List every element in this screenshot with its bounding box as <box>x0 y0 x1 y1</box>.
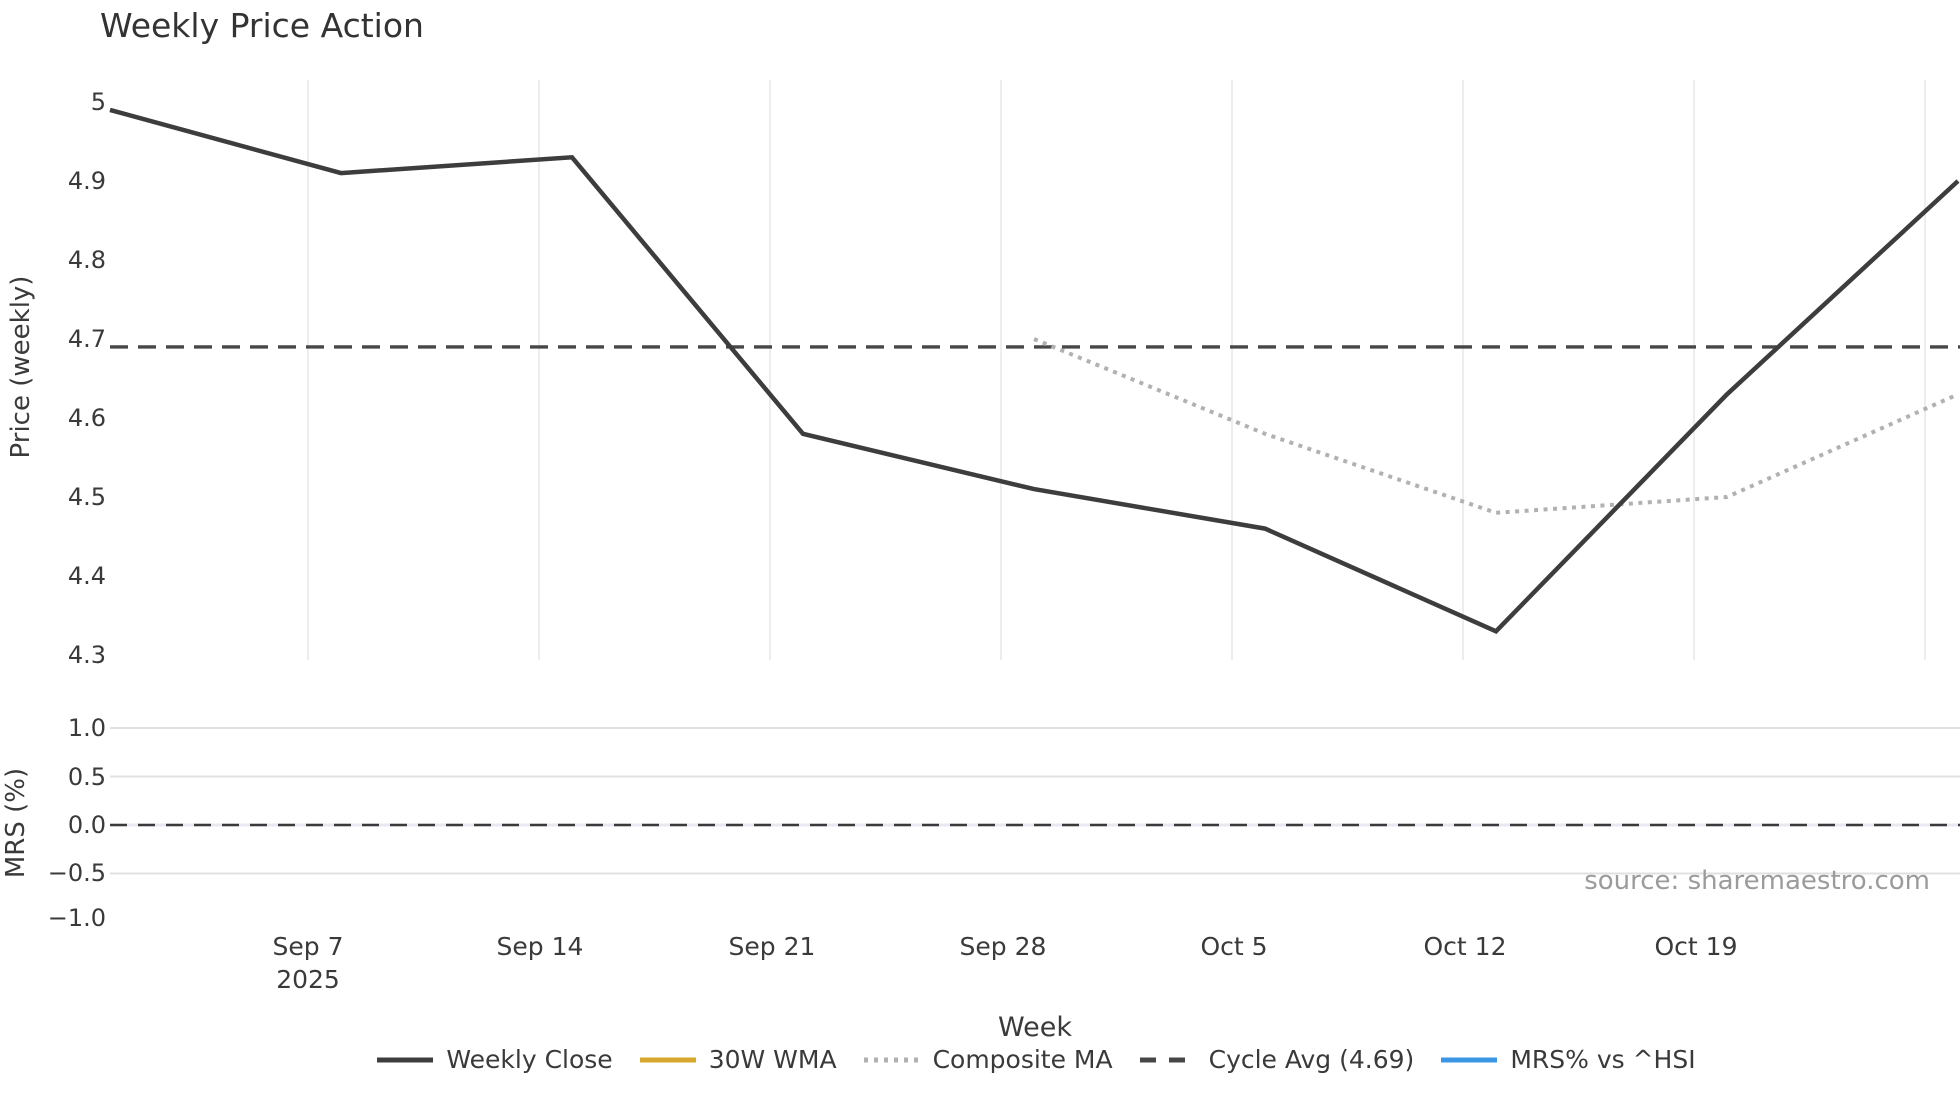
xtick-oct19: Oct 19 <box>1654 932 1738 961</box>
wma-line-icon <box>639 1057 696 1062</box>
price-ytick: 4.9 <box>67 167 106 195</box>
price-ytick: 4.6 <box>67 404 106 432</box>
chart-legend: Weekly Close 30W WMA Composite MA Cycle … <box>112 1045 1960 1074</box>
price-ytick: 4.7 <box>67 325 106 353</box>
mrs-ytick: 0.5 <box>67 763 106 791</box>
legend-item-weekly-close: Weekly Close <box>376 1045 613 1074</box>
xtick-oct12: Oct 12 <box>1423 932 1507 961</box>
cycle-avg-line-icon <box>1139 1057 1196 1062</box>
legend-label: Composite MA <box>932 1045 1113 1074</box>
chart-title: Weekly Price Action <box>100 6 424 45</box>
xtick-sep21: Sep 21 <box>728 932 816 961</box>
legend-item-mrs: MRS% vs ^HSI <box>1440 1045 1696 1074</box>
price-ytick: 4.5 <box>67 483 106 511</box>
source-note: source: sharemaestro.com <box>1584 866 1930 896</box>
legend-item-cycle-avg: Cycle Avg (4.69) <box>1139 1045 1415 1074</box>
price-ytick: 5 <box>90 88 106 116</box>
mrs-ytick: −0.5 <box>47 859 106 887</box>
weekly-close-line <box>109 107 1960 634</box>
legend-label: MRS% vs ^HSI <box>1510 1045 1696 1074</box>
composite-ma-line <box>1033 337 1959 515</box>
x-axis-title: Week <box>998 1012 1072 1043</box>
xtick-sep28: Sep 28 <box>959 932 1047 961</box>
legend-item-composite-ma: Composite MA <box>863 1045 1113 1074</box>
legend-label: 30W WMA <box>708 1045 837 1074</box>
legend-label: Weekly Close <box>446 1045 613 1074</box>
xtick-sep14: Sep 14 <box>496 932 584 961</box>
price-ytick: 4.8 <box>67 246 106 274</box>
legend-label: Cycle Avg (4.69) <box>1208 1045 1415 1074</box>
mrs-ytick: 1.0 <box>67 714 106 742</box>
mrs-line-icon <box>1441 1057 1498 1062</box>
price-ytick: 4.4 <box>67 562 106 590</box>
mrs-ytick: 0.0 <box>67 811 106 839</box>
price-ytick: 4.3 <box>67 641 106 669</box>
legend-item-30w-wma: 30W WMA <box>639 1045 837 1074</box>
xtick-oct5: Oct 5 <box>1200 932 1268 961</box>
weekly-close-line-icon <box>377 1057 434 1062</box>
xtick-sep7: Sep 7 2025 <box>272 932 344 994</box>
mrs-ytick: −1.0 <box>47 904 106 932</box>
composite-ma-line-icon <box>863 1057 920 1062</box>
